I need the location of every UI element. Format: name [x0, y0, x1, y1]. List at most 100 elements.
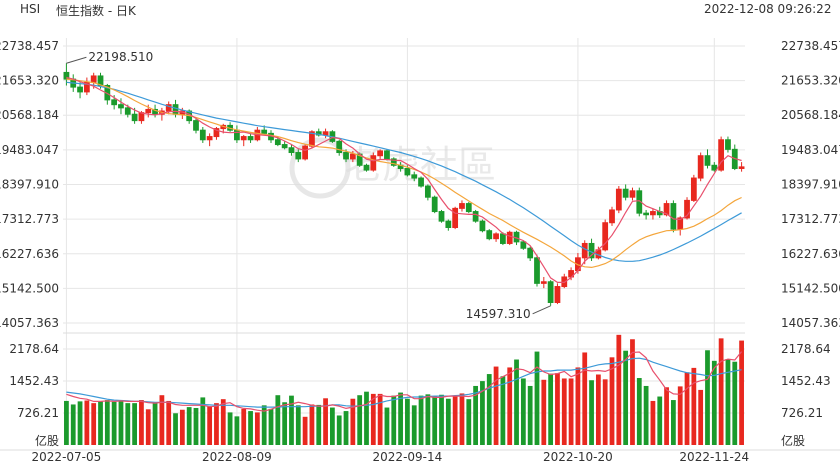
volume-bar	[214, 403, 219, 445]
volume-bar	[541, 379, 547, 445]
candle-body	[247, 136, 254, 141]
volume-bar	[220, 399, 226, 445]
volume-bar	[425, 394, 431, 445]
price-tick-left: 18397.910	[0, 178, 59, 192]
volume-bar	[616, 334, 622, 445]
price-tick-right: 18397.910	[781, 178, 840, 192]
candle-body	[506, 231, 513, 244]
volume-bar	[91, 403, 97, 445]
volume-bar	[718, 338, 724, 445]
candle-body	[274, 139, 281, 146]
volume-bar	[595, 374, 601, 445]
candle-body	[452, 207, 459, 229]
candle-body	[663, 203, 670, 216]
candle-body	[670, 203, 677, 230]
volume-bar	[705, 350, 710, 445]
candle-body	[172, 104, 179, 115]
volume-bar	[711, 360, 717, 445]
candle-body	[540, 281, 547, 284]
watermark-logo	[289, 137, 351, 199]
candle-body	[370, 155, 377, 171]
volume-bar	[145, 409, 151, 445]
volume-bar	[261, 405, 267, 445]
axis-labels: 22738.457 22738.457 21653.320 21653.320 2056…	[0, 39, 840, 464]
volume-bar	[698, 389, 704, 445]
volume-bar	[568, 378, 574, 445]
volume-bar	[173, 413, 178, 445]
candle-body	[234, 129, 240, 141]
volume-bar	[548, 373, 554, 445]
candle-body	[438, 211, 445, 222]
candle-body	[165, 104, 172, 112]
volume-bar	[671, 400, 676, 445]
volume-bar	[514, 359, 519, 445]
candle-body	[261, 129, 268, 134]
ma5-line	[66, 76, 742, 283]
date-tick: 2022-10-20	[543, 450, 613, 464]
volume-tick-left: 726.21	[17, 406, 59, 420]
volume-bar	[227, 412, 233, 445]
price-tick-left: 15142.500	[0, 281, 59, 295]
volume-bar	[370, 393, 376, 445]
volume-bar	[357, 395, 363, 445]
candle-body	[459, 203, 465, 209]
candle-body	[213, 128, 220, 138]
volume-bar	[534, 351, 540, 445]
candle-body	[445, 220, 452, 229]
candle-body	[322, 131, 329, 136]
volume-bar	[118, 400, 124, 445]
candle-body	[738, 166, 745, 169]
price-tick-right: 19483.047	[781, 143, 840, 157]
price-tick-right: 15142.500	[781, 281, 840, 295]
volume-bar	[657, 396, 663, 445]
volume-unit-left: 亿股	[35, 433, 59, 448]
candle-body	[152, 108, 158, 115]
candle-body	[472, 211, 479, 222]
candle-body	[131, 113, 138, 122]
price-tick-right: 14057.363	[781, 316, 840, 330]
date-tick: 2022-07-05	[32, 450, 102, 464]
volume-bar	[241, 408, 247, 445]
volume-bar	[159, 395, 165, 445]
volume-bar	[527, 385, 533, 445]
price-tick-right: 22738.457	[781, 39, 840, 53]
volume-bar	[589, 380, 594, 445]
candle-body	[118, 104, 124, 109]
candle-body	[547, 281, 554, 303]
volume-bar	[207, 406, 213, 445]
volume-bar	[439, 394, 444, 445]
candle-body	[581, 242, 588, 259]
volume-bar	[609, 357, 615, 445]
candle-body	[377, 150, 384, 157]
volume-bar	[500, 376, 506, 445]
volume-bar	[125, 403, 131, 445]
volume-bar	[493, 366, 499, 445]
price-tick-left: 14057.363	[0, 316, 59, 330]
candle-body	[281, 144, 288, 149]
candle-body	[193, 120, 199, 131]
volume-bar	[302, 416, 308, 445]
volume-bar	[248, 411, 253, 445]
date-tick: 2022-11-24	[679, 450, 749, 464]
volume-bar	[152, 403, 158, 445]
candle-body	[90, 75, 97, 83]
volume-bar	[309, 404, 315, 445]
volume-bar	[445, 398, 451, 445]
max-price-annotation: 22198.510	[88, 50, 153, 64]
volume-bar	[452, 396, 458, 445]
volume-bar	[459, 393, 465, 445]
price-tick-left: 19483.047	[0, 143, 59, 157]
price-tick-right: 17312.773	[781, 212, 840, 226]
volume-bar	[643, 385, 649, 445]
volume-bar	[295, 405, 301, 445]
volume-bar	[343, 411, 349, 445]
candle-body	[643, 212, 649, 216]
volume-bar	[630, 339, 635, 445]
volume-bar	[677, 386, 683, 445]
volume-bar	[398, 392, 403, 445]
candle-body	[199, 129, 206, 141]
volume-bar	[391, 395, 397, 445]
symbol-label: HSI	[20, 2, 41, 16]
min-marker-line	[532, 305, 551, 315]
